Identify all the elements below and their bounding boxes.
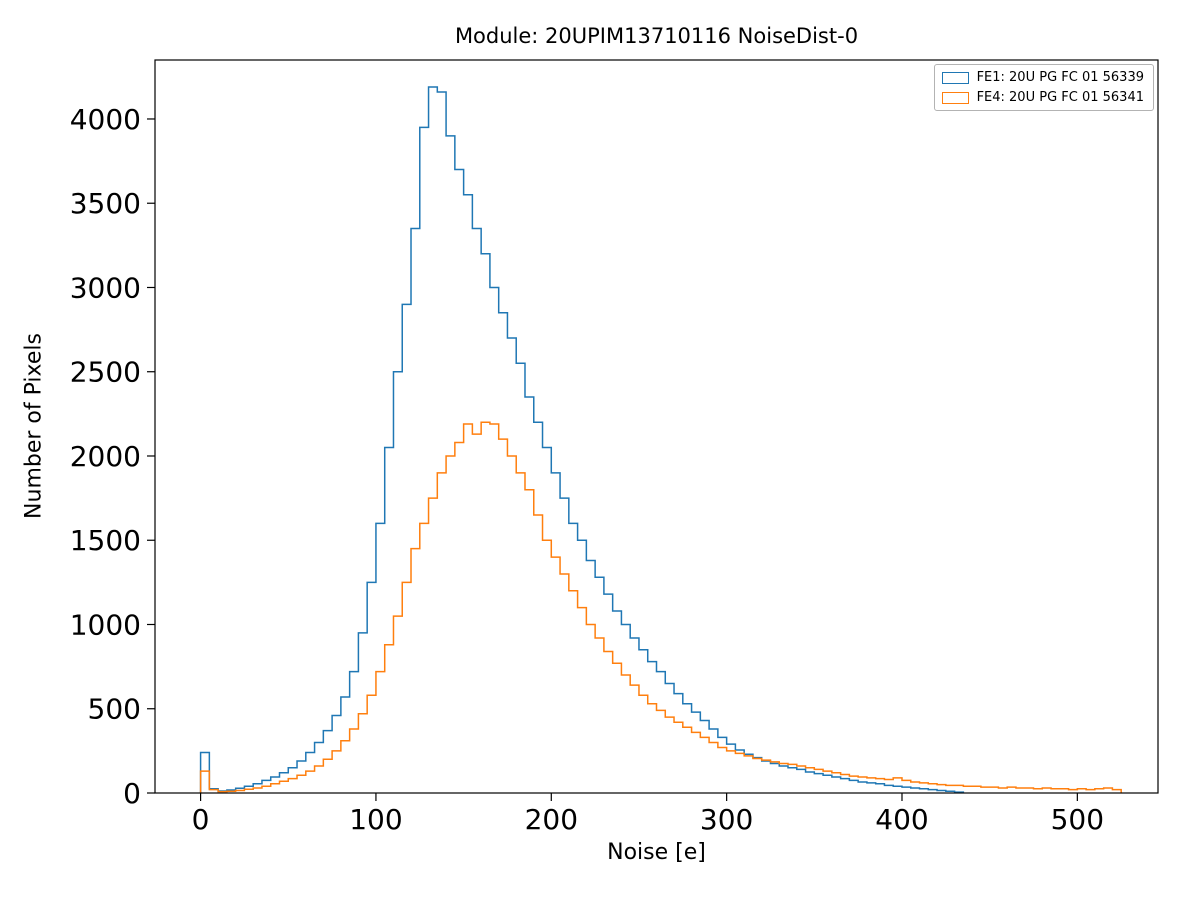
legend-swatch-fe4 — [941, 91, 969, 104]
legend-label-fe1: FE1: 20U PG FC 01 56339 — [976, 70, 1144, 85]
x-tick-label: 300 — [700, 803, 753, 836]
x-tick-label: 200 — [525, 803, 578, 836]
y-tick-label: 4000 — [70, 103, 141, 136]
y-tick-label: 3000 — [70, 271, 141, 304]
x-tick-label: 0 — [192, 803, 210, 836]
y-axis-label: Number of Pixels — [21, 333, 47, 519]
series-1-step-line — [199, 421, 1122, 793]
y-tick-label: 3500 — [70, 187, 141, 220]
legend-entry-fe4: FE4: 20U PG FC 01 56341 — [941, 90, 1144, 105]
legend-entry-fe1: FE1: 20U PG FC 01 56339 — [941, 70, 1144, 85]
y-tick-label: 2000 — [70, 440, 141, 473]
y-tick-label: 1000 — [70, 608, 141, 641]
y-tick-label: 2500 — [70, 356, 141, 389]
x-tick-label: 500 — [1051, 803, 1104, 836]
x-axis-label: Noise [e] — [607, 840, 706, 865]
legend-label-fe4: FE4: 20U PG FC 01 56341 — [976, 90, 1144, 105]
x-tick-label: 100 — [349, 803, 402, 836]
x-tick-label: 400 — [875, 803, 928, 836]
y-tick-label: 0 — [123, 777, 141, 810]
legend-swatch-fe1 — [941, 71, 969, 84]
series-0-step-line — [199, 86, 965, 793]
plot-border — [154, 59, 1159, 794]
y-tick-label: 500 — [88, 693, 141, 726]
y-tick-label: 1500 — [70, 524, 141, 557]
chart-title: Module: 20UPIM13710116 NoiseDist-0 — [454, 24, 859, 48]
legend: FE1: 20U PG FC 01 56339 FE4: 20U PG FC 0… — [933, 64, 1154, 111]
